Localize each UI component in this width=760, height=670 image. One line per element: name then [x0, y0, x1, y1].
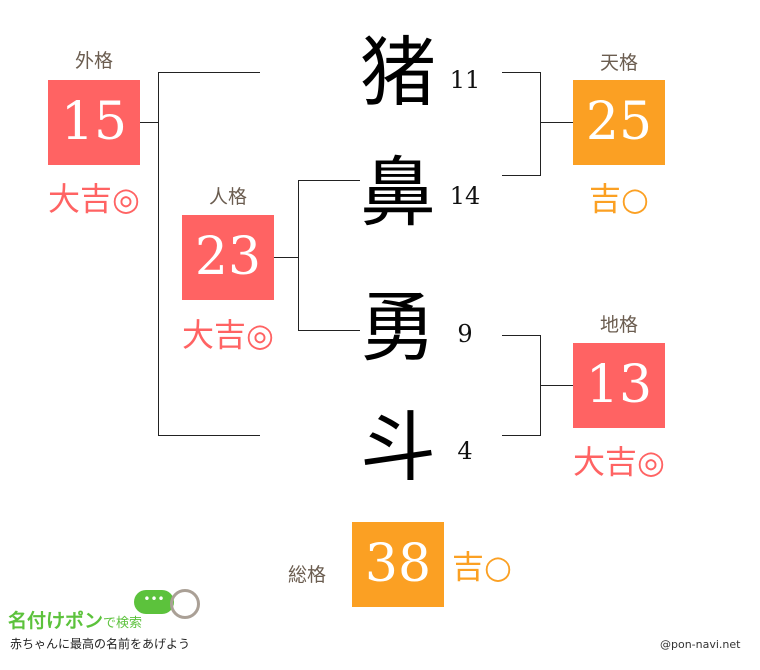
bracket-line — [298, 180, 360, 181]
jinkaku-label: 人格 — [208, 186, 247, 208]
credit: @pon-navi.net — [660, 638, 741, 651]
gaikaku-label: 外格 — [74, 50, 113, 72]
chikaku-value: 13 — [573, 343, 665, 428]
name-char: 勇 — [360, 283, 436, 372]
logo-suffix: で検索 — [103, 616, 143, 631]
tenkaku-label: 天格 — [599, 52, 638, 74]
chikaku-label: 地格 — [599, 314, 638, 336]
tenkaku-fortune: 吉○ — [589, 180, 649, 218]
chikaku-fortune: 大吉◎ — [573, 443, 665, 481]
stroke-count: 11 — [449, 66, 481, 94]
tagline: 赤ちゃんに最高の名前をあげよう — [10, 637, 191, 651]
logo-text: 名付けポン — [8, 610, 104, 632]
soukaku-fortune: 吉○ — [452, 548, 512, 586]
logo: 名付けポンで検索 — [8, 606, 142, 633]
jinkaku-value: 23 — [182, 215, 274, 300]
bracket-line — [540, 385, 573, 386]
bracket-line — [158, 72, 260, 73]
bracket-line — [298, 330, 360, 331]
bracket-line — [502, 72, 540, 73]
bracket-line — [540, 122, 573, 123]
bracket-line — [298, 180, 299, 331]
bracket-line — [502, 335, 540, 336]
name-char: 斗 — [360, 403, 436, 492]
stroke-count: 9 — [457, 320, 473, 348]
tenkaku-value: 25 — [573, 80, 665, 165]
stroke-count: 4 — [457, 437, 473, 465]
jinkaku-fortune: 大吉◎ — [182, 316, 274, 354]
bracket-line — [140, 122, 158, 123]
bracket-line — [540, 72, 541, 176]
soukaku-label: 総格 — [288, 564, 327, 586]
bracket-line — [158, 435, 260, 436]
speech-bubble-icon: ••• — [134, 590, 174, 614]
bracket-line — [502, 175, 540, 176]
stroke-count: 14 — [449, 182, 481, 210]
baby-face-icon — [170, 589, 200, 619]
bracket-line — [158, 72, 159, 436]
gaikaku-fortune: 大吉◎ — [48, 180, 140, 218]
bracket-line — [502, 435, 540, 436]
name-char: 猪 — [360, 28, 436, 117]
bracket-line — [274, 257, 298, 258]
gaikaku-value: 15 — [48, 80, 140, 165]
name-char: 鼻 — [360, 148, 436, 237]
soukaku-value: 38 — [352, 522, 444, 607]
